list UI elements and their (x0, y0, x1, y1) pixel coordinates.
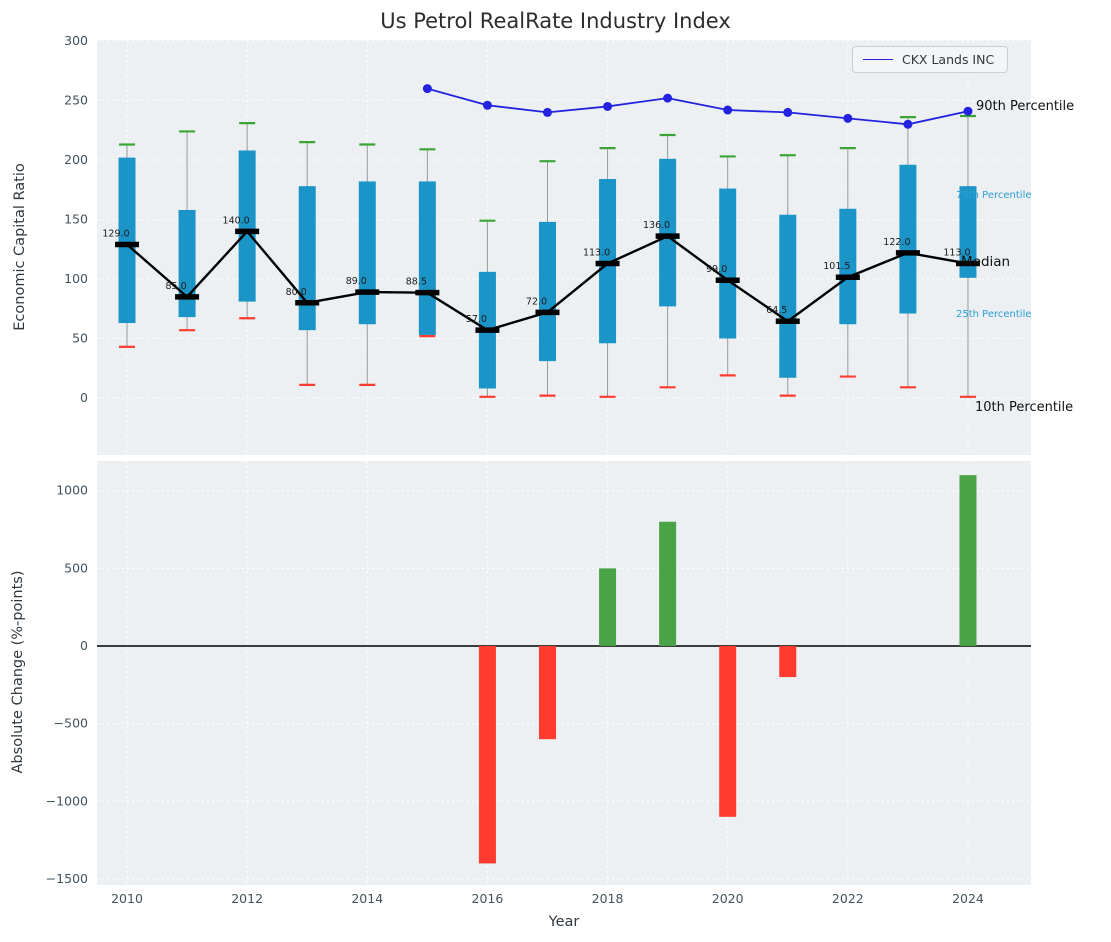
company-line-marker (663, 93, 673, 103)
svg-text:250: 250 (64, 93, 88, 108)
svg-text:−1500: −1500 (46, 871, 88, 886)
legend-label: CKX Lands INC (902, 52, 995, 67)
iqr-box (839, 208, 857, 325)
median-value-label: 113.0 (583, 248, 610, 259)
top-y-tick-labels: 0 50 100 150 200 250 300 (64, 33, 88, 405)
svg-text:0: 0 (80, 390, 88, 405)
svg-text:300: 300 (64, 33, 88, 48)
median-value-label: 136.0 (643, 220, 670, 231)
legend: CKX Lands INC (852, 46, 1009, 73)
box-group-2022 (839, 147, 857, 378)
company-line-marker (783, 107, 793, 117)
median-value-label: 101.5 (823, 261, 850, 272)
svg-text:2024: 2024 (952, 891, 984, 906)
change-bar-2018 (599, 568, 617, 646)
svg-text:2012: 2012 (231, 891, 263, 906)
iqr-box (779, 214, 797, 378)
iqr-box (238, 150, 256, 302)
iqr-box (358, 181, 376, 325)
change-bar-2017 (538, 646, 556, 740)
bottom-y-tick-labels: −1500 −1000 −500 0 500 1000 (46, 483, 88, 886)
median-value-label: 88.5 (406, 277, 427, 288)
company-line-marker (422, 84, 432, 94)
bottom-plot-background (97, 461, 1031, 885)
change-bar-2020 (719, 646, 737, 817)
svg-text:50: 50 (72, 331, 88, 346)
median-value-label: 85.0 (165, 281, 186, 292)
svg-text:2016: 2016 (472, 891, 504, 906)
median-value-label: 122.0 (883, 237, 910, 248)
svg-text:1000: 1000 (56, 483, 88, 498)
box-group-2020 (719, 155, 737, 377)
svg-text:200: 200 (64, 152, 88, 167)
change-bar-2016 (478, 646, 496, 864)
company-line-marker (903, 119, 913, 129)
iqr-box (418, 181, 436, 335)
svg-text:2018: 2018 (592, 891, 624, 906)
svg-text:2020: 2020 (712, 891, 744, 906)
annotation-90th-percentile: 90th Percentile (976, 99, 1075, 114)
annotation-25th-percentile: 25th Percentile (956, 309, 1032, 320)
change-bar-2024 (959, 475, 977, 646)
company-line-marker (963, 106, 973, 116)
chart-title: Us Petrol RealRate Industry Index (380, 9, 731, 33)
box-group-2024 (959, 114, 977, 398)
svg-text:0: 0 (80, 638, 88, 653)
median-value-label: 113.0 (943, 248, 970, 259)
annotation-75th-percentile: 75th Percentile (956, 190, 1032, 201)
iqr-box (178, 209, 196, 318)
median-value-label: 64.5 (766, 305, 787, 316)
median-value-label: 99.0 (706, 264, 727, 275)
svg-text:500: 500 (64, 560, 88, 575)
iqr-box (959, 186, 977, 278)
y-axis-label-bottom: Absolute Change (%-points) (10, 570, 26, 774)
svg-text:−1000: −1000 (46, 793, 88, 808)
box-group-2012 (238, 122, 256, 320)
company-line-marker (723, 105, 733, 115)
median-value-label: 140.0 (223, 215, 250, 226)
box-group-2017 (538, 160, 556, 397)
top-panel: 0 50 100 150 200 250 300 129.0 85.0 140.0 80.0 89.0… (64, 33, 1031, 455)
svg-text:150: 150 (64, 212, 88, 227)
change-bar-2019 (659, 521, 677, 646)
iqr-box (298, 186, 316, 331)
legend-line-sample (863, 59, 893, 60)
annotation-median: Median (961, 254, 1011, 270)
company-line-marker (843, 113, 853, 123)
svg-text:2014: 2014 (351, 891, 383, 906)
median-value-label: 80.0 (286, 287, 307, 298)
median-value-label: 129.0 (102, 228, 129, 239)
iqr-box (659, 158, 677, 307)
change-bar-2021 (779, 646, 797, 678)
y-axis-label-top: Economic Capital Ratio (12, 163, 28, 331)
iqr-box (538, 221, 556, 362)
median-value-label: 89.0 (346, 276, 367, 287)
box-group-2014 (358, 143, 376, 387)
company-line-marker (603, 101, 613, 111)
svg-text:100: 100 (64, 271, 88, 286)
median-value-label: 57.0 (466, 314, 487, 325)
box-group-2019 (659, 133, 677, 389)
x-axis-label: Year (548, 914, 580, 930)
box-group-2013 (298, 141, 316, 387)
median-value-label: 72.0 (526, 296, 547, 307)
x-tick-labels: 2010 2012 2014 2016 2018 2020 2022 2024 (111, 891, 984, 906)
company-line (427, 87, 969, 126)
svg-text:−500: −500 (54, 716, 88, 731)
iqr-box (118, 157, 136, 324)
iqr-box (899, 164, 917, 314)
annotation-10th-percentile: 10th Percentile (975, 400, 1074, 415)
box-group-2021 (779, 154, 797, 397)
company-line-marker (482, 100, 492, 110)
svg-text:2010: 2010 (111, 891, 143, 906)
svg-text:2022: 2022 (832, 891, 864, 906)
iqr-box (719, 188, 737, 339)
company-line-marker (542, 107, 552, 117)
